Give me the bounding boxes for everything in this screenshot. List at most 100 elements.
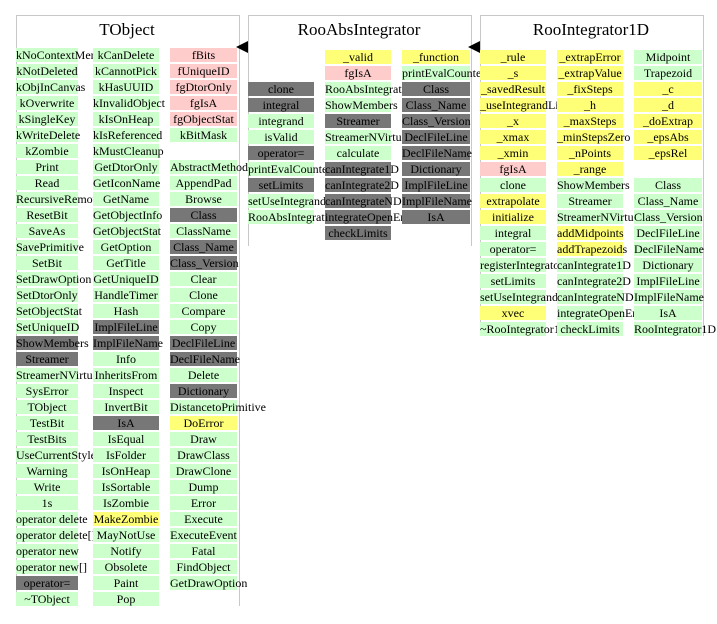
member-declfileline[interactable]: DeclFileLine bbox=[634, 226, 702, 240]
member-showmembers[interactable]: ShowMembers bbox=[16, 336, 89, 350]
member-checklimits[interactable]: checkLimits bbox=[557, 322, 623, 336]
member-operator-delete[interactable]: operator delete[] bbox=[16, 528, 96, 542]
member-saveprimitive[interactable]: SavePrimitive bbox=[16, 240, 84, 254]
member-delete[interactable]: Delete bbox=[170, 368, 237, 382]
member-class-version[interactable]: Class_Version bbox=[402, 114, 471, 128]
member-xvec[interactable]: xvec bbox=[480, 306, 546, 320]
member-canintegrate1d[interactable]: canIntegrate1D bbox=[325, 162, 399, 176]
member-s[interactable]: _s bbox=[480, 66, 546, 80]
member-implfileline[interactable]: ImplFileLine bbox=[634, 274, 702, 288]
member-draw[interactable]: Draw bbox=[170, 432, 237, 446]
member-ksinglekey[interactable]: kSingleKey bbox=[16, 112, 78, 126]
member-class[interactable]: Class bbox=[634, 178, 702, 192]
member-kcannotpick[interactable]: kCannotPick bbox=[93, 64, 159, 78]
member-saveas[interactable]: SaveAs bbox=[16, 224, 78, 238]
member-dictionary[interactable]: Dictionary bbox=[170, 384, 237, 398]
member-canintegrate1d[interactable]: canIntegrate1D bbox=[557, 258, 631, 272]
member-setuseintegrandlimits[interactable]: setUseIntegrandLimits bbox=[248, 194, 358, 208]
member-clone[interactable]: Clone bbox=[170, 288, 237, 302]
member-getobjectinfo[interactable]: GetObjectInfo bbox=[93, 208, 163, 222]
member-drawclass[interactable]: DrawClass bbox=[170, 448, 237, 462]
member-streamernvirtual[interactable]: StreamerNVirtual bbox=[16, 368, 102, 382]
member-execute[interactable]: Execute bbox=[170, 512, 237, 526]
member-integral[interactable]: integral bbox=[248, 98, 314, 112]
member-setdrawoption[interactable]: SetDrawOption bbox=[16, 272, 92, 286]
member-minstepszero[interactable]: _minStepsZero bbox=[557, 130, 631, 144]
member-addtrapezoids[interactable]: addTrapezoids bbox=[557, 242, 628, 256]
member-registerintegrator[interactable]: registerIntegrator bbox=[480, 258, 564, 272]
member-kzombie[interactable]: kZombie bbox=[16, 144, 78, 158]
member-declfileline[interactable]: DeclFileLine bbox=[402, 130, 470, 144]
member-getdrawoption[interactable]: GetDrawOption bbox=[170, 576, 248, 590]
member-implfilename[interactable]: ImplFileName bbox=[402, 194, 472, 208]
member-dictionary[interactable]: Dictionary bbox=[402, 162, 470, 176]
member-class-version[interactable]: Class_Version bbox=[170, 256, 239, 270]
member-isfolder[interactable]: IsFolder bbox=[93, 448, 159, 462]
member-invertbit[interactable]: InvertBit bbox=[93, 400, 159, 414]
member-canintegratend[interactable]: canIntegrateND bbox=[325, 194, 402, 208]
member-streamer[interactable]: Streamer bbox=[557, 194, 623, 208]
member-addmidpoints[interactable]: addMidpoints bbox=[557, 226, 624, 240]
member-gettitle[interactable]: GetTitle bbox=[93, 256, 159, 270]
member-abstractmethod[interactable]: AbstractMethod bbox=[170, 160, 248, 174]
member-getdtoronly[interactable]: GetDtorOnly bbox=[93, 160, 159, 174]
member-useintegrandlimits[interactable]: _useIntegrandLimits bbox=[480, 98, 580, 112]
member-findobject[interactable]: FindObject bbox=[170, 560, 237, 574]
member-kmustcleanup[interactable]: kMustCleanup bbox=[93, 144, 164, 158]
member-extrapolate[interactable]: extrapolate bbox=[480, 194, 546, 208]
member-canintegratend[interactable]: canIntegrateND bbox=[557, 290, 634, 304]
member-class-name[interactable]: Class_Name bbox=[402, 98, 470, 112]
member-isa[interactable]: IsA bbox=[93, 416, 159, 430]
member-class[interactable]: Class bbox=[170, 208, 237, 222]
member-setuseintegrandlimits[interactable]: setUseIntegrandLimits bbox=[480, 290, 590, 304]
member-iszombie[interactable]: IsZombie bbox=[93, 496, 159, 510]
member-rooabsintegrator[interactable]: RooAbsIntegrator bbox=[248, 210, 335, 224]
member-class-name[interactable]: Class_Name bbox=[170, 240, 237, 254]
member-isvalid[interactable]: isValid bbox=[248, 130, 314, 144]
member-fgisa[interactable]: fgIsA bbox=[480, 162, 546, 176]
member-info[interactable]: Info bbox=[93, 352, 159, 366]
member-savedresult[interactable]: _savedResult bbox=[480, 82, 546, 96]
member-extrapvalue[interactable]: _extrapValue bbox=[557, 66, 623, 80]
member-kisreferenced[interactable]: kIsReferenced bbox=[93, 128, 163, 142]
member-getobjectstat[interactable]: GetObjectStat bbox=[93, 224, 161, 238]
member-printevalcounter[interactable]: printEvalCounter bbox=[248, 162, 332, 176]
member-getname[interactable]: GetName bbox=[93, 192, 159, 206]
member-knotdeleted[interactable]: kNotDeleted bbox=[16, 64, 78, 78]
member-isonheap[interactable]: IsOnHeap bbox=[93, 464, 159, 478]
member-kbitmask[interactable]: kBitMask bbox=[170, 128, 237, 142]
member-streamer[interactable]: Streamer bbox=[325, 114, 391, 128]
member-koverwrite[interactable]: kOverwrite bbox=[16, 96, 78, 110]
member-notify[interactable]: Notify bbox=[93, 544, 159, 558]
member-initialize[interactable]: initialize bbox=[480, 210, 546, 224]
member-integrateopenended[interactable]: integrateOpenEnded bbox=[557, 306, 656, 320]
member-resetbit[interactable]: ResetBit bbox=[16, 208, 78, 222]
member-fatal[interactable]: Fatal bbox=[170, 544, 237, 558]
member-getuniqueid[interactable]: GetUniqueID bbox=[93, 272, 159, 286]
member-dump[interactable]: Dump bbox=[170, 480, 237, 494]
member-integrateopenended[interactable]: integrateOpenEnded bbox=[325, 210, 424, 224]
member-calculate[interactable]: calculate bbox=[325, 146, 391, 160]
member-inspect[interactable]: Inspect bbox=[93, 384, 159, 398]
member-copy[interactable]: Copy bbox=[170, 320, 237, 334]
member-function[interactable]: _function bbox=[402, 50, 470, 64]
member-streamer[interactable]: Streamer bbox=[16, 352, 78, 366]
member-setlimits[interactable]: setLimits bbox=[480, 274, 546, 288]
member-khasuuid[interactable]: kHasUUID bbox=[93, 80, 159, 94]
member-getoption[interactable]: GetOption bbox=[93, 240, 159, 254]
member-operator-new[interactable]: operator new bbox=[16, 544, 79, 558]
member-implfileline[interactable]: ImplFileLine bbox=[402, 178, 470, 192]
member-kcandelete[interactable]: kCanDelete bbox=[93, 48, 159, 62]
member-isa[interactable]: IsA bbox=[634, 306, 702, 320]
member-integrand[interactable]: integrand bbox=[248, 114, 314, 128]
member-rule[interactable]: _rule bbox=[480, 50, 546, 64]
member-geticonname[interactable]: GetIconName bbox=[93, 176, 161, 190]
member-clear[interactable]: Clear bbox=[170, 272, 237, 286]
member-canintegrate2d[interactable]: canIntegrate2D bbox=[325, 178, 399, 192]
member-declfilename[interactable]: DeclFileName bbox=[402, 146, 472, 160]
member-write[interactable]: Write bbox=[16, 480, 78, 494]
member-issortable[interactable]: IsSortable bbox=[93, 480, 159, 494]
member-tobject[interactable]: TObject bbox=[16, 400, 78, 414]
member-hash[interactable]: Hash bbox=[93, 304, 159, 318]
member-c[interactable]: _c bbox=[634, 82, 702, 96]
